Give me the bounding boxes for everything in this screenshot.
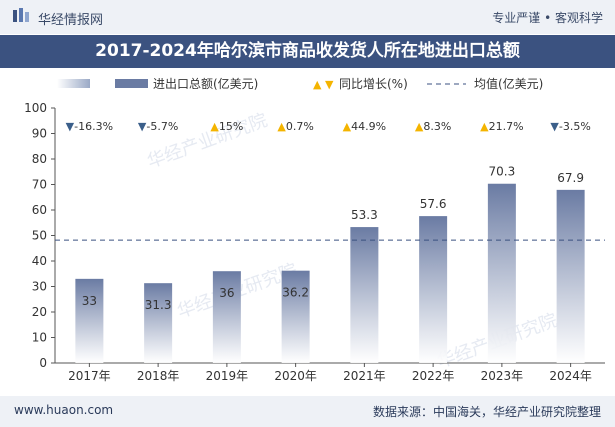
y-ticks: 0 10 20 30 40 50 60 70 80 90 100: [24, 101, 55, 370]
y-tick-label: 70: [32, 178, 47, 192]
growth-label: ▲21.7%: [480, 120, 523, 133]
bar: [487, 183, 516, 363]
y-tick-label: 0: [39, 356, 47, 370]
chart-title: 2017-2024年哈尔滨市商品收发货人所在地进出口总额: [0, 35, 615, 68]
footer: www.huaon.com 数据来源：中国海关，华经产业研究院整理: [0, 396, 615, 427]
growth-label: ▲44.9%: [343, 120, 386, 133]
y-tick-label: 60: [32, 203, 47, 217]
growth-label: ▼-16.3%: [66, 120, 113, 133]
bar-value-label: 31.3: [145, 298, 172, 312]
x-tick-label: 2018年: [137, 369, 180, 383]
website-link[interactable]: www.huaon.com: [14, 403, 114, 417]
growth-label: ▲8.3%: [415, 120, 451, 133]
bar-value-label: 67.9: [557, 171, 584, 185]
bar-value-label: 33: [82, 294, 97, 308]
bar: [281, 270, 310, 363]
legend-down-icon: ▼: [325, 78, 334, 91]
bar: [75, 278, 104, 363]
y-tick-label: 30: [32, 280, 47, 294]
y-tick-label: 20: [32, 305, 47, 319]
growth-label: ▲15%: [210, 120, 243, 133]
bar-value-label: 70.3: [489, 165, 516, 179]
growth-labels: ▼-16.3% ▼-5.7% ▲15% ▲0.7% ▲44.9% ▲8.3% ▲21.7% ▼…: [66, 120, 591, 133]
legend-bar-label: 进出口总额(亿美元): [153, 76, 258, 91]
data-source: 数据来源：中国海关，华经产业研究院整理: [372, 405, 601, 419]
y-tick-label: 40: [32, 254, 47, 268]
chart: 华经产业研究院 华经产业研究院 华经产业研究院 进出口总额(亿美元) ▲ ▼ 同…: [24, 76, 605, 383]
slogan: 专业严谨 • 客观科学: [492, 11, 603, 25]
bar: [350, 227, 379, 363]
legend-bar-swatch: [115, 79, 148, 88]
legend-gradient-swatch: [57, 79, 90, 88]
bar: [419, 216, 448, 363]
legend-growth-label: 同比增长(%): [339, 77, 408, 91]
x-ticks: 2017年 2018年 2019年 2020年 2021年 2022年 2023年 2024年: [68, 363, 592, 383]
growth-label: ▼-3.5%: [550, 120, 590, 133]
bar-value-label: 53.3: [351, 208, 378, 222]
x-tick-label: 2022年: [412, 369, 455, 383]
bar: [212, 271, 241, 363]
y-tick-label: 10: [32, 331, 47, 345]
x-tick-label: 2021年: [343, 369, 386, 383]
growth-label: ▼-5.7%: [138, 120, 178, 133]
bar-value-label: 36: [219, 286, 234, 300]
y-tick-label: 100: [24, 101, 47, 115]
bar-value-label: 36.2: [282, 286, 309, 300]
x-tick-label: 2019年: [206, 369, 249, 383]
huajing-logo-icon: [13, 8, 29, 22]
legend: 进出口总额(亿美元) ▲ ▼ 同比增长(%) 均值(亿美元): [57, 76, 543, 91]
y-tick-label: 90: [32, 127, 47, 141]
bar: [144, 283, 173, 363]
brand-name: 华经情报网: [38, 13, 104, 28]
y-tick-label: 80: [32, 152, 47, 166]
value-labels: 33 31.3 36 36.2 53.3 57.6 70.3 67.9: [82, 165, 584, 312]
x-tick-label: 2020年: [274, 369, 317, 383]
top-bar: 华经情报网 专业严谨 • 客观科学: [0, 0, 615, 34]
x-tick-label: 2017年: [68, 369, 111, 383]
y-tick-label: 50: [32, 229, 47, 243]
bars: [75, 183, 585, 363]
x-tick-label: 2024年: [549, 369, 592, 383]
growth-label: ▲0.7%: [277, 120, 313, 133]
legend-avg-label: 均值(亿美元): [474, 76, 543, 91]
x-tick-label: 2023年: [481, 369, 524, 383]
bar: [556, 189, 585, 363]
bar-value-label: 57.6: [420, 197, 447, 211]
legend-up-icon: ▲: [313, 78, 322, 91]
